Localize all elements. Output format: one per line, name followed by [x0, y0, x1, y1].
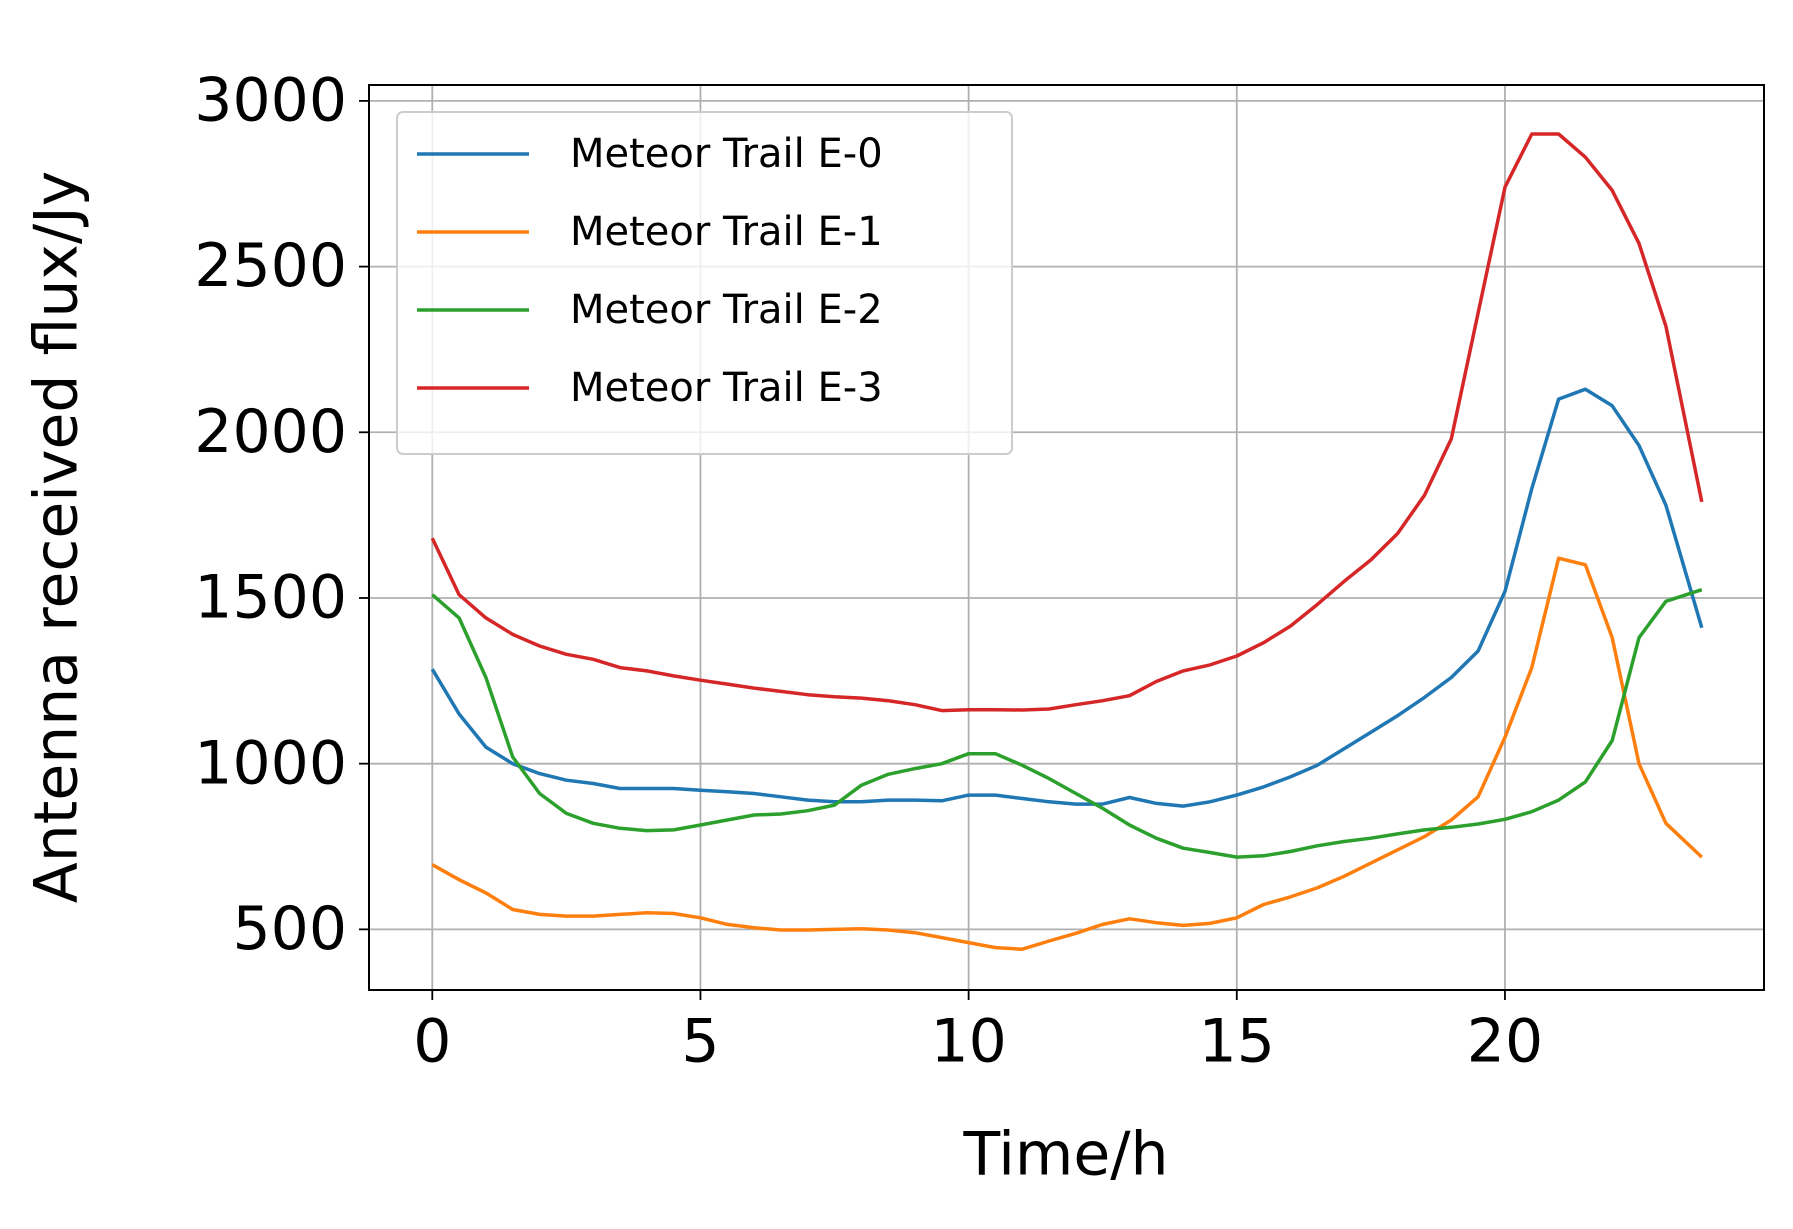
y-tick-label: 1500 — [194, 563, 347, 633]
y-tick-label: 2500 — [194, 231, 347, 301]
y-tick-label: 500 — [232, 894, 347, 964]
x-tick-label: 20 — [1467, 1007, 1543, 1077]
x-tick-label: 15 — [1199, 1007, 1275, 1077]
y-axis-label: Antenna received flux/Jy — [22, 171, 92, 904]
series-line — [431, 588, 1703, 859]
series-line — [431, 556, 1703, 951]
x-axis-label: Time/h — [962, 1120, 1168, 1190]
legend-label: Meteor Trail E-2 — [570, 287, 883, 333]
x-tick-label: 10 — [930, 1007, 1006, 1077]
y-tick-label: 2000 — [194, 397, 347, 467]
legend-box — [396, 111, 1013, 455]
legend-label: Meteor Trail E-0 — [570, 131, 883, 177]
series-line — [430, 132, 1704, 713]
series-line — [430, 387, 1704, 808]
x-tick-label: 5 — [681, 1007, 719, 1077]
y-tick-label: 1000 — [194, 728, 347, 798]
plot-frame — [368, 84, 1765, 991]
legend: Meteor Trail E-0 Meteor Trail E-1 Meteor T… — [396, 111, 1013, 455]
legend-label: Meteor Trail E-3 — [570, 365, 883, 411]
legend-label: Meteor Trail E-1 — [570, 209, 883, 255]
x-tick-label: 0 — [413, 1007, 451, 1077]
y-tick-label: 3000 — [194, 66, 347, 136]
